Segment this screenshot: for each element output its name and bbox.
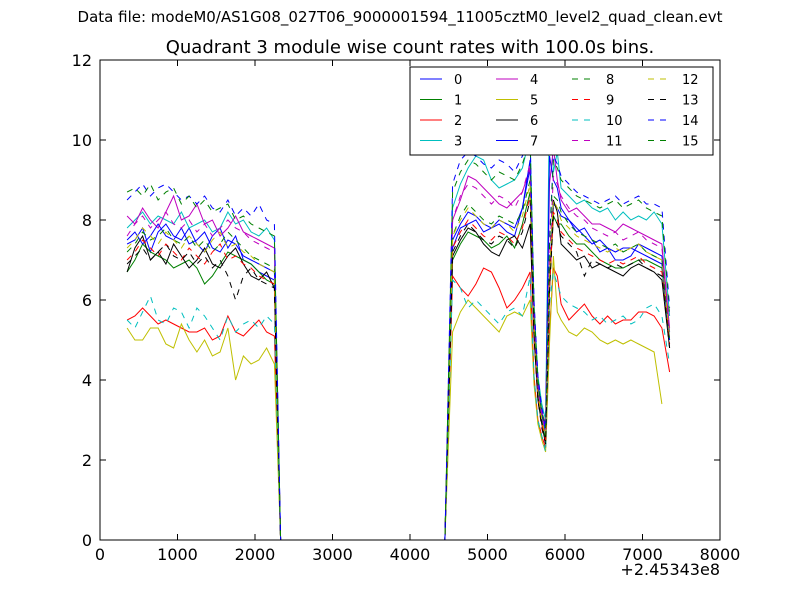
chart-title: Quadrant 3 module wise count rates with …: [165, 37, 655, 58]
series-line-4: [126, 147, 671, 540]
series-line-15: [126, 139, 671, 540]
x-tick-label: 0: [95, 545, 105, 564]
x-tick-label: 7000: [622, 545, 663, 564]
legend-label: 8: [606, 73, 614, 88]
series-line-2: [126, 266, 671, 540]
series-line-14: [126, 139, 671, 540]
legend-entry: 1: [420, 94, 462, 109]
y-tick-label: 10: [72, 131, 92, 150]
y-tick: 12: [72, 51, 720, 70]
legend-entry: 15: [648, 135, 699, 150]
legend-entry: 10: [572, 114, 623, 129]
series-line-8: [126, 179, 671, 540]
legend-label: 4: [530, 73, 538, 88]
x-tick-label: 1000: [157, 545, 198, 564]
y-tick: 8: [82, 211, 720, 230]
series-line-0: [126, 167, 671, 540]
y-tick: 4: [82, 371, 720, 390]
legend-entry: 9: [572, 94, 614, 109]
x-tick: 0: [95, 60, 105, 564]
legend-label: 7: [530, 135, 538, 150]
legend-entry: 5: [496, 94, 538, 109]
figure-suptitle: Data file: modeM0/AS1G08_027T06_90000015…: [77, 8, 723, 26]
x-tick: 6000: [545, 60, 586, 564]
x-tick: 7000: [622, 60, 663, 564]
x-tick-label: 3000: [312, 545, 353, 564]
y-tick-label: 4: [82, 371, 92, 390]
legend-entry: 11: [572, 135, 623, 150]
legend-label: 11: [606, 135, 623, 150]
legend-label: 14: [682, 114, 699, 129]
series-line-6: [126, 199, 671, 540]
legend-entry: 14: [648, 114, 699, 129]
legend-label: 2: [454, 114, 462, 129]
legend-label: 12: [682, 73, 699, 88]
x-tick-label: 5000: [467, 545, 508, 564]
legend-label: 1: [454, 94, 462, 109]
legend-label: 13: [682, 94, 699, 109]
x-axis-offset-label: +2.45343e8: [620, 560, 720, 579]
x-tick: 2000: [235, 60, 276, 564]
series-line-3: [126, 99, 671, 540]
legend-entry: 2: [420, 114, 462, 129]
legend-label: 6: [530, 114, 538, 129]
legend-label: 3: [454, 135, 462, 150]
legend-entry: 4: [496, 73, 538, 88]
series-line-13: [126, 199, 671, 540]
x-tick-label: 8000: [700, 545, 741, 564]
y-tick-label: 12: [72, 51, 92, 70]
y-tick: 0: [82, 531, 720, 550]
x-axis-ticks: 0 1000 2000 3000 4000 5000 6000 7000 8000: [95, 60, 740, 564]
x-tick: 5000: [467, 60, 508, 564]
y-tick-label: 2: [82, 451, 92, 470]
legend-entry: 13: [648, 94, 699, 109]
legend-entry: 3: [420, 135, 462, 150]
x-tick-label: 4000: [390, 545, 431, 564]
legend-entry: 8: [572, 73, 614, 88]
x-tick: 8000: [700, 60, 741, 564]
x-tick: 1000: [157, 60, 198, 564]
y-tick: 6: [82, 291, 720, 310]
y-tick-label: 0: [82, 531, 92, 550]
x-tick: 3000: [312, 60, 353, 564]
y-tick: 2: [82, 451, 720, 470]
y-tick-label: 6: [82, 291, 92, 310]
legend-entry: 6: [496, 114, 538, 129]
legend-entry: 12: [648, 73, 699, 88]
legend-label: 9: [606, 94, 614, 109]
x-tick-label: 2000: [235, 545, 276, 564]
legend-entry: 0: [420, 73, 462, 88]
series-line-9: [126, 195, 671, 540]
series-line-10: [126, 271, 671, 540]
plot-lines: [126, 99, 671, 540]
series-line-1: [126, 191, 671, 540]
x-tick: 4000: [390, 60, 431, 564]
y-tick: 10: [72, 131, 720, 150]
series-line-5: [126, 255, 663, 540]
legend-label: 5: [530, 94, 538, 109]
series-line-12: [126, 183, 671, 540]
y-tick-label: 8: [82, 211, 92, 230]
legend-entry: 7: [496, 135, 538, 150]
legend-label: 15: [682, 135, 699, 150]
legend-label: 0: [454, 73, 462, 88]
x-tick-label: 6000: [545, 545, 586, 564]
series-line-7: [126, 155, 671, 540]
legend-label: 10: [606, 114, 623, 129]
